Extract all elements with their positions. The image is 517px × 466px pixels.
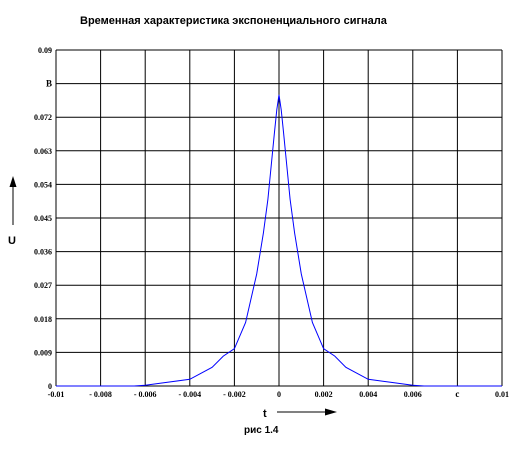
series-line xyxy=(56,94,502,387)
y-axis-label: U xyxy=(8,235,16,247)
x-tick-label: 0.006 xyxy=(404,390,422,399)
x-tick-label: 0.004 xyxy=(359,390,377,399)
y-tick-label: 0.072 xyxy=(34,113,52,122)
y-tick-label: 0.054 xyxy=(34,180,52,189)
grid xyxy=(55,49,503,387)
x-tick-label: - 0.008 xyxy=(89,390,112,399)
y-tick-label: 0.018 xyxy=(34,315,52,324)
x-arrow-head-icon xyxy=(325,408,337,416)
x-tick-label: -0.01 xyxy=(48,390,65,399)
x-tick-label: 0.002 xyxy=(315,390,333,399)
x-axis-label: t xyxy=(263,408,267,420)
x-tick-label: 0.01 xyxy=(495,390,509,399)
x-tick-label: - 0.004 xyxy=(178,390,201,399)
y-unit-label: B xyxy=(46,79,52,89)
y-tick-label: 0.009 xyxy=(34,348,52,357)
y-tick-label: 0.045 xyxy=(34,214,52,223)
figure-caption: рис 1.4 xyxy=(244,425,279,436)
chart-title: Временная характеристика экспоненциально… xyxy=(80,15,388,27)
x-tick-label: - 0.002 xyxy=(223,390,246,399)
x-tick-label: 0 xyxy=(277,390,281,399)
y-tick-label: 0.063 xyxy=(34,147,52,156)
y-tick-label: 0.027 xyxy=(34,281,52,290)
y-arrow-head-icon xyxy=(9,176,17,187)
y-tick-label: 0.09 xyxy=(38,46,52,55)
x-unit-label: c xyxy=(455,389,459,399)
y-tick-label: 0 xyxy=(48,382,52,391)
y-tick-label: 0.036 xyxy=(34,248,52,257)
y-tick-labels: 0 0.009 0.018 0.027 0.036 0.045 0.054 0.063 0.07… xyxy=(34,46,52,391)
x-tick-label: - 0.006 xyxy=(134,390,157,399)
x-tick-labels: -0.01 - 0.008 - 0.006 - 0.004 - 0.002 0 0.002 0… xyxy=(48,389,509,399)
